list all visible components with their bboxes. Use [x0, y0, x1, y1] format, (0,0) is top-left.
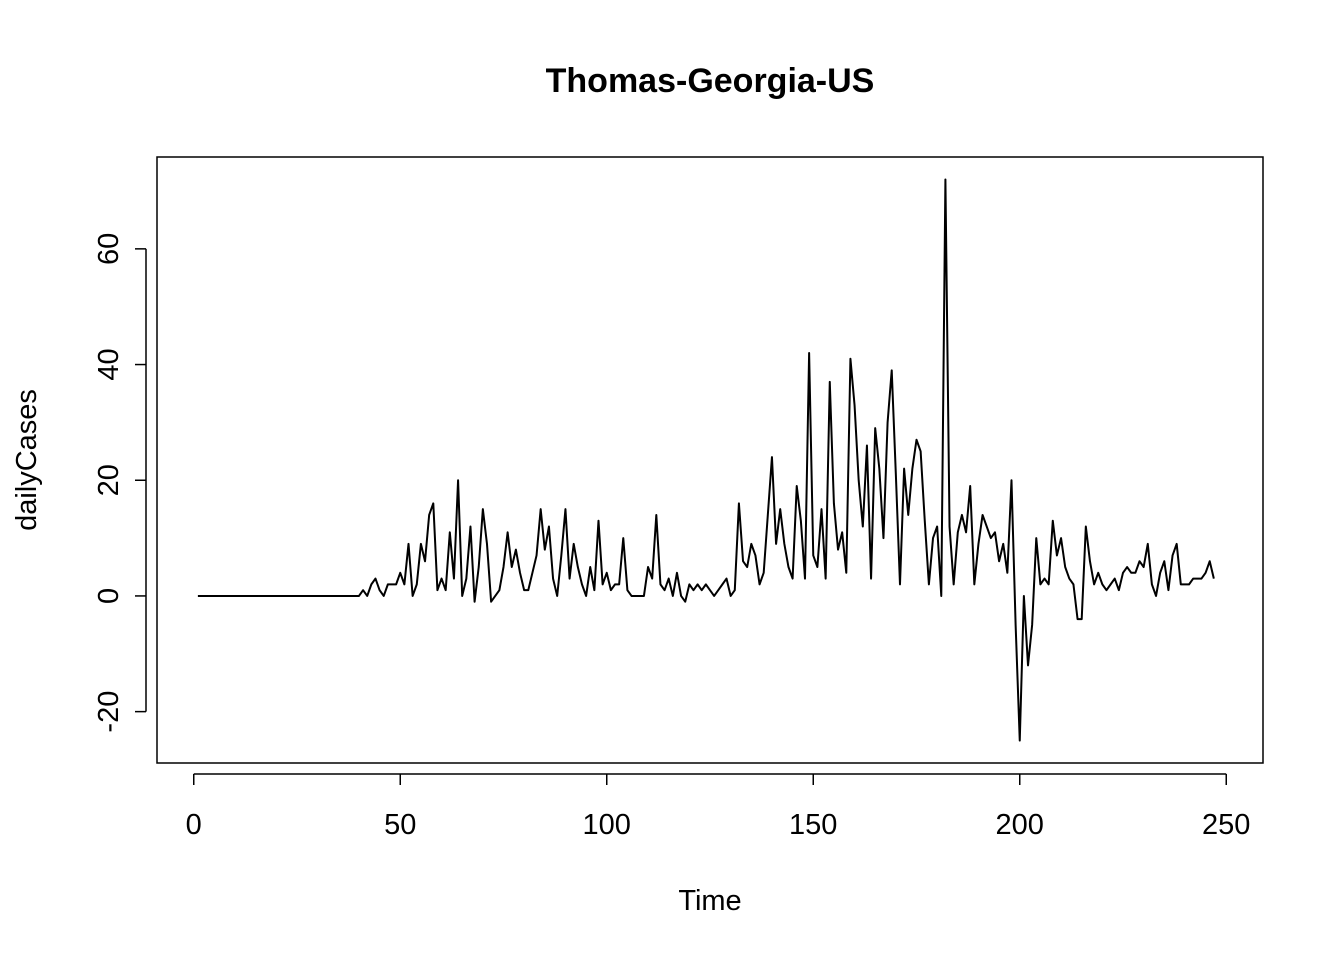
chart-title: Thomas-Georgia-US — [546, 62, 875, 100]
y-tick-label: 0 — [93, 588, 125, 604]
x-tick-label: 150 — [789, 809, 837, 841]
x-axis-label: Time — [678, 885, 741, 917]
x-tick-label: 200 — [996, 809, 1044, 841]
y-tick-label: 60 — [93, 233, 125, 265]
plot-frame — [156, 156, 1264, 764]
x-axis: 0 50 100 150 200 250 — [186, 773, 1250, 841]
y-tick-label: 40 — [93, 348, 125, 380]
series-line-daily-cases — [197, 178, 1215, 742]
x-tick-label: 0 — [186, 809, 202, 841]
y-axis-label: dailyCases — [11, 389, 43, 531]
x-tick-label: 50 — [384, 809, 416, 841]
y-axis: -20 0 20 40 60 — [93, 233, 147, 733]
x-tick-label: 100 — [583, 809, 631, 841]
x-tick-label: 250 — [1202, 809, 1250, 841]
y-tick-label: -20 — [93, 691, 125, 733]
y-tick-label: 20 — [93, 464, 125, 496]
